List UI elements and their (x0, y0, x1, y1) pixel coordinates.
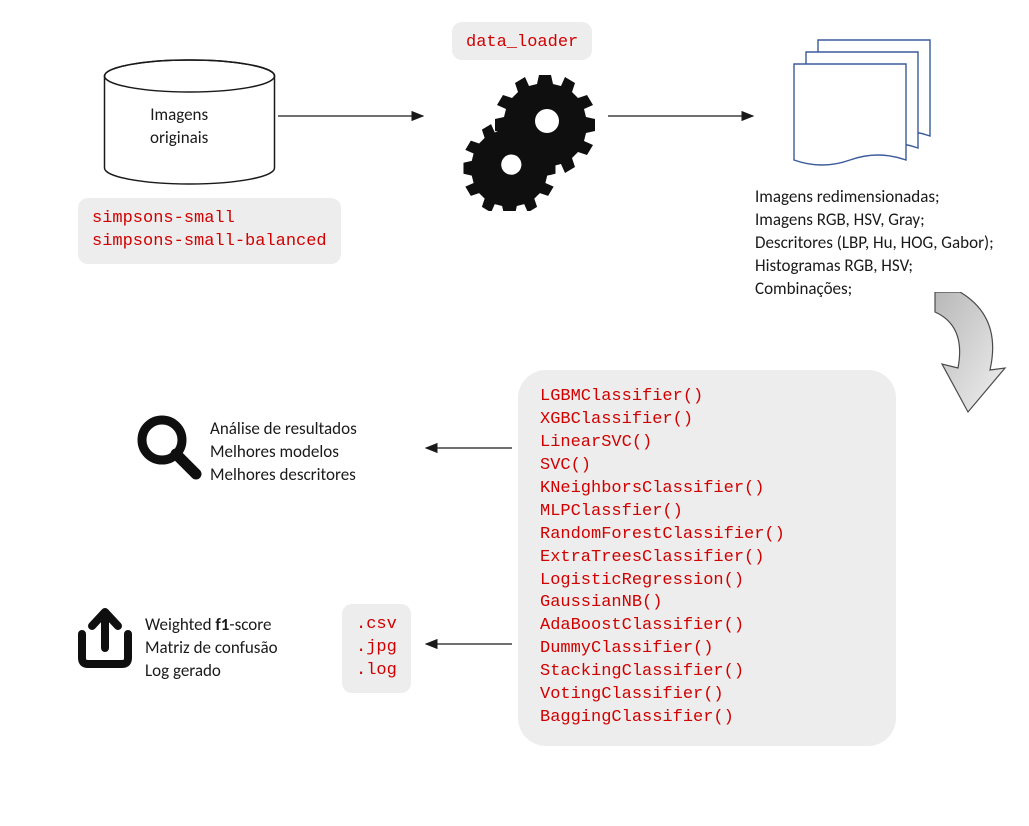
processed-3: Histogramas RGB, HSV; (755, 255, 994, 278)
arrow-4 (420, 636, 520, 656)
data-loader-label: data_loader (466, 33, 578, 52)
classifier-8: LogisticRegression() (540, 570, 874, 593)
arrow-3 (420, 440, 520, 460)
output-f1-bold: f1 (215, 614, 229, 635)
classifier-13: VotingClassifier() (540, 684, 874, 707)
outputs-text: Weighted f1-score Matriz de confusão Log… (145, 614, 278, 683)
dataset-0: simpsons-small (92, 208, 327, 231)
arrow-1 (278, 108, 438, 128)
analysis-2: Melhores descritores (210, 464, 357, 487)
classifier-12: StackingClassifier() (540, 661, 874, 684)
processed-2: Descritores (LBP, Hu, HOG, Gabor); (755, 232, 994, 255)
processed-0: Imagens redimensionadas; (755, 186, 994, 209)
classifier-1: XGBClassifier() (540, 409, 874, 432)
pages-icon (782, 36, 942, 181)
analysis-1: Melhores modelos (210, 441, 357, 464)
output-f1-suffix: -score (229, 614, 271, 635)
data-loader-box: data_loader (452, 22, 592, 60)
classifier-5: MLPClassfier() (540, 501, 874, 524)
classifier-10: AdaBoostClassifier() (540, 615, 874, 638)
cylinder-label: Imagens originais (150, 104, 208, 150)
analysis-text: Análise de resultados Melhores modelos M… (210, 418, 357, 487)
classifier-2: LinearSVC() (540, 432, 874, 455)
classifier-14: BaggingClassifier() (540, 707, 874, 730)
classifier-4: KNeighborsClassifier() (540, 478, 874, 501)
classifier-6: RandomForestClassifier() (540, 524, 874, 547)
ext-2: .log (356, 660, 397, 683)
output-line-1: Matriz de confusão (145, 637, 278, 660)
processed-list: Imagens redimensionadas; Imagens RGB, HS… (755, 186, 994, 301)
cylinder-label-line1: Imagens (150, 104, 208, 127)
analysis-0: Análise de resultados (210, 418, 357, 441)
output-line-2: Log gerado (145, 660, 278, 683)
classifier-9: GaussianNB() (540, 592, 874, 615)
classifier-3: SVC() (540, 455, 874, 478)
arrow-2 (608, 108, 768, 128)
classifier-7: ExtraTreesClassifier() (540, 547, 874, 570)
classifiers-box: LGBMClassifier()XGBClassifier()LinearSVC… (518, 370, 896, 746)
classifier-0: LGBMClassifier() (540, 386, 874, 409)
gears-icon (448, 66, 598, 211)
magnifier-icon (134, 412, 204, 482)
datasets-box: simpsons-small simpsons-small-balanced (78, 198, 341, 264)
cylinder-label-line2: originais (150, 127, 208, 150)
ext-0: .csv (356, 614, 397, 637)
upload-icon (72, 604, 138, 670)
output-prefix-0: Weighted (145, 614, 215, 635)
dataset-1: simpsons-small-balanced (92, 231, 327, 254)
curved-arrow (880, 292, 1020, 422)
classifier-11: DummyClassifier() (540, 638, 874, 661)
ext-1: .jpg (356, 637, 397, 660)
processed-1: Imagens RGB, HSV, Gray; (755, 209, 994, 232)
output-line-0: Weighted f1-score (145, 614, 278, 637)
extensions-box: .csv .jpg .log (342, 604, 411, 693)
